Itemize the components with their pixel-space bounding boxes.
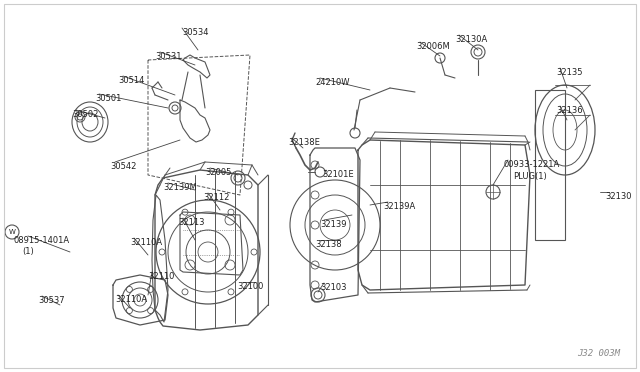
Text: 32110A: 32110A <box>115 295 147 304</box>
Text: 30501: 30501 <box>95 94 122 103</box>
Text: J32 003M: J32 003M <box>577 349 620 358</box>
Bar <box>535 90 565 240</box>
Text: PLUG(1): PLUG(1) <box>513 172 547 181</box>
Text: 32138: 32138 <box>315 240 342 249</box>
Text: W: W <box>8 229 15 235</box>
Text: 30537: 30537 <box>38 296 65 305</box>
Text: 32006M: 32006M <box>416 42 450 51</box>
Text: 32112: 32112 <box>203 193 229 202</box>
Text: 30502: 30502 <box>72 110 99 119</box>
Text: 32100: 32100 <box>237 282 264 291</box>
Text: 00933-1221A: 00933-1221A <box>504 160 560 169</box>
Text: 30514: 30514 <box>118 76 145 85</box>
Text: (1): (1) <box>22 247 34 256</box>
Text: 32113: 32113 <box>178 218 205 227</box>
Text: 32139M: 32139M <box>163 183 196 192</box>
Text: 32101E: 32101E <box>322 170 354 179</box>
Text: 08915-1401A: 08915-1401A <box>14 236 70 245</box>
Text: 32005: 32005 <box>205 168 232 177</box>
Text: 32110A: 32110A <box>130 238 162 247</box>
Text: 30531: 30531 <box>155 52 182 61</box>
Text: 32130: 32130 <box>605 192 632 201</box>
Text: 32139: 32139 <box>320 220 346 229</box>
Text: 30534: 30534 <box>182 28 209 37</box>
Text: 32130A: 32130A <box>455 35 487 44</box>
Text: 32110: 32110 <box>148 272 174 281</box>
Text: 32139A: 32139A <box>383 202 415 211</box>
Text: 30542: 30542 <box>110 162 136 171</box>
Text: 32135: 32135 <box>556 68 582 77</box>
Text: 32136: 32136 <box>556 106 582 115</box>
Text: 24210W: 24210W <box>315 78 349 87</box>
Text: 32103: 32103 <box>320 283 346 292</box>
Text: 32138E: 32138E <box>288 138 320 147</box>
